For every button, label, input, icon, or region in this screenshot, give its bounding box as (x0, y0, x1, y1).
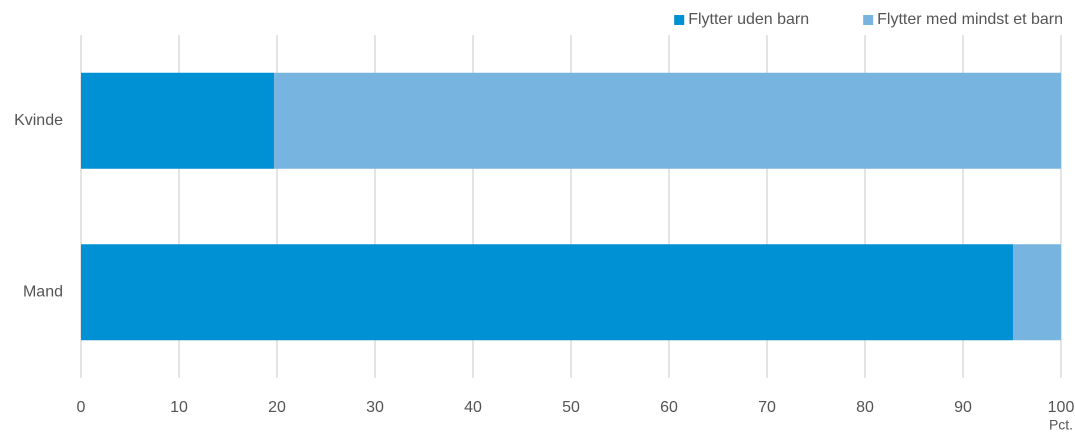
x-tick-label: 100 (1048, 399, 1075, 416)
x-tick-label: 60 (660, 399, 678, 416)
x-tick-label: 20 (268, 399, 286, 416)
x-tick-label: 0 (77, 399, 86, 416)
x-tick-label: 80 (856, 399, 874, 416)
bar (81, 244, 1013, 341)
y-tick-label: Kvinde (14, 112, 63, 129)
x-tick-label: 70 (758, 399, 776, 416)
bar (274, 72, 1061, 169)
x-tick-label: 30 (366, 399, 384, 416)
bar (1012, 244, 1061, 341)
legend-label: Flytter uden barn (688, 11, 809, 28)
legend-swatch (863, 15, 874, 25)
x-axis-label: Pct. (1049, 417, 1073, 433)
x-tick-label: 40 (464, 399, 482, 416)
bar (81, 72, 275, 169)
legend-swatch (674, 15, 685, 25)
x-tick-label: 10 (170, 399, 188, 416)
y-tick-label: Mand (23, 283, 63, 300)
x-tick-label: 90 (954, 399, 972, 416)
legend-label: Flytter med mindst et barn (877, 11, 1063, 28)
x-tick-label: 50 (562, 399, 580, 416)
